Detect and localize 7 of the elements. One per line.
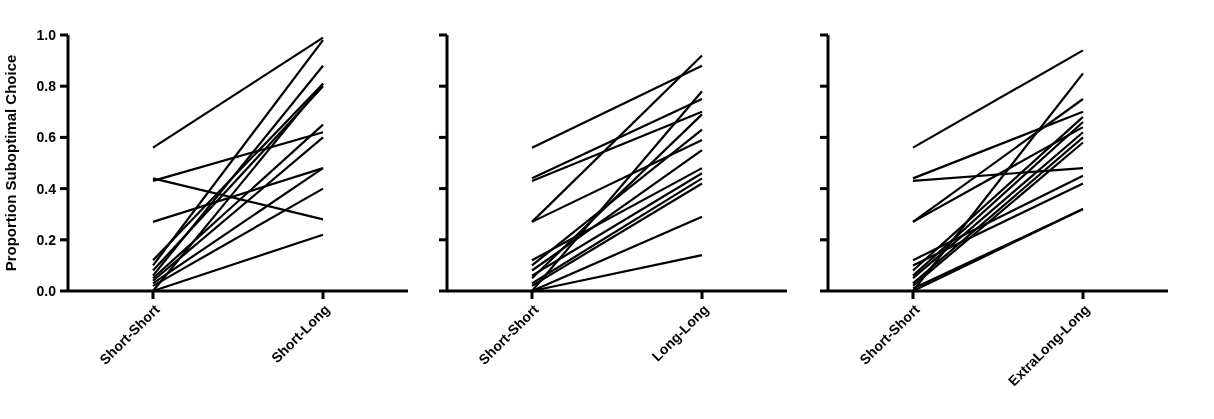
y-tick-label: 0.4 [36,180,57,197]
y-tick-label: 0.8 [36,78,57,95]
y-tick-label: 0.2 [36,231,57,248]
y-axis-title: Proportion Suboptimal Choice [2,54,19,272]
y-tick-label: 0.0 [36,282,57,299]
y-tick-label: 0.6 [36,129,57,146]
y-tick-label: 1.0 [36,26,57,43]
